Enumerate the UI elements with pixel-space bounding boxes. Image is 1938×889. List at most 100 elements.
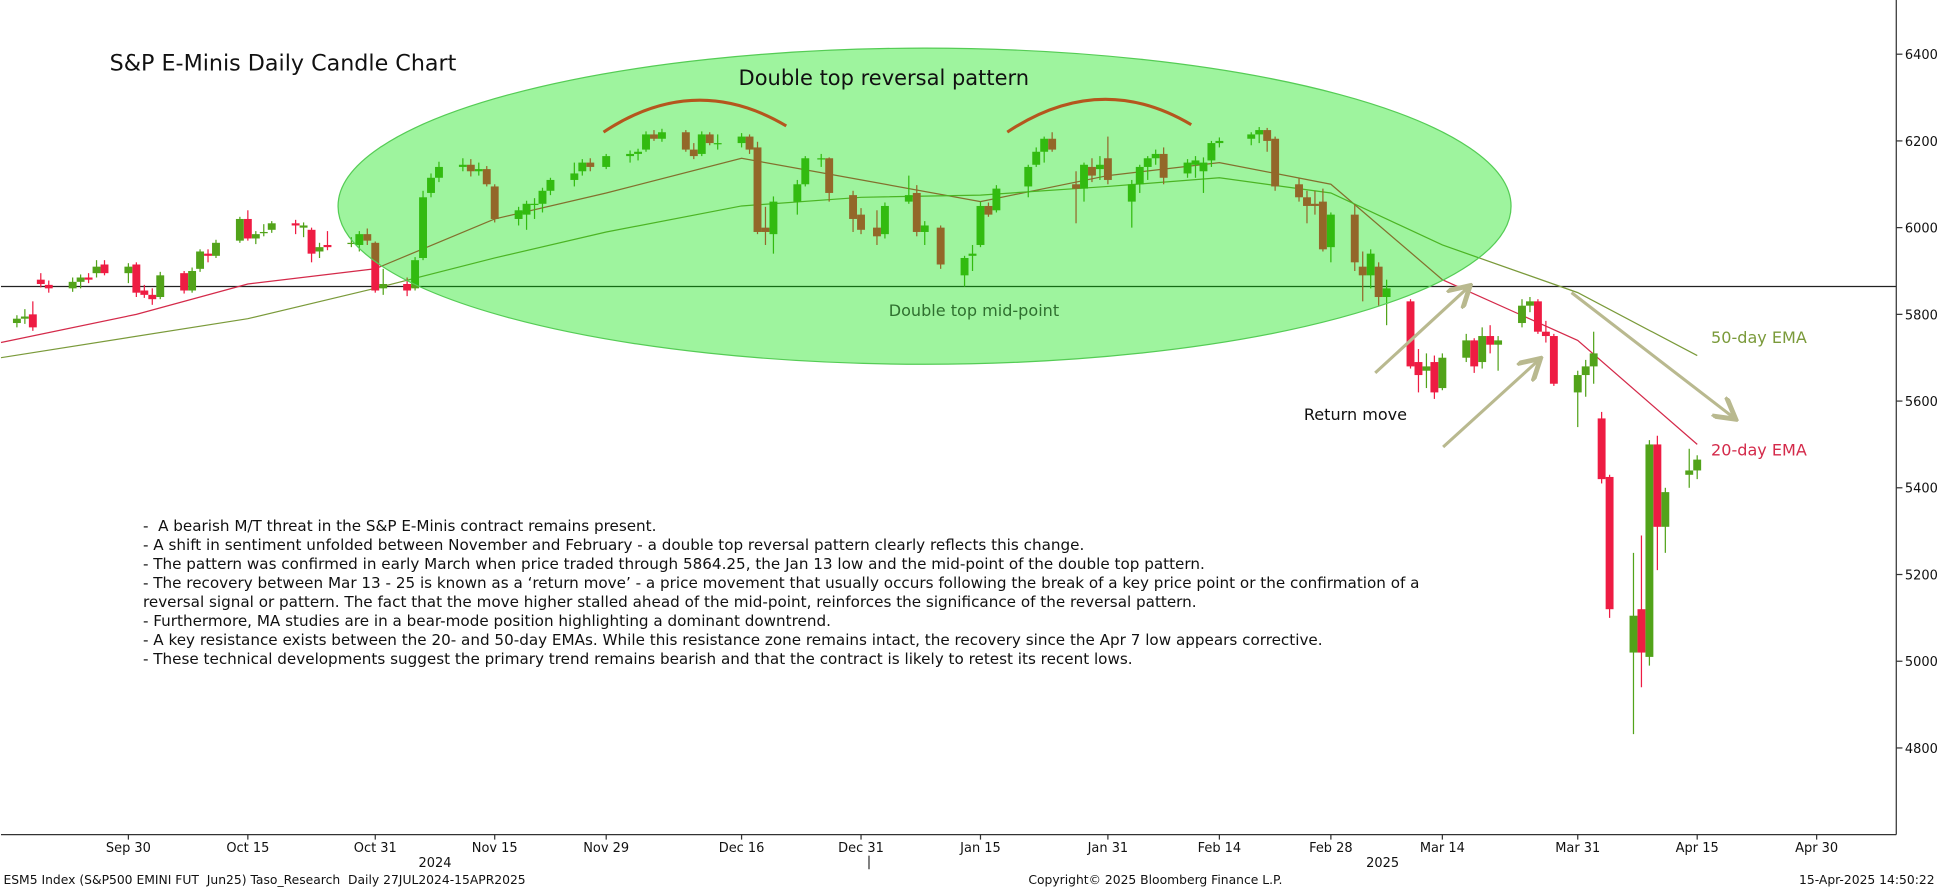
candle-body	[196, 251, 205, 269]
candle	[1183, 159, 1192, 178]
footer-right: 15-Apr-2025 14:50:22	[1799, 873, 1935, 887]
candle	[1685, 448, 1694, 488]
candle-body	[681, 132, 690, 150]
candle	[1151, 149, 1160, 165]
candle	[976, 201, 985, 248]
candle	[1048, 132, 1057, 152]
candle	[578, 159, 587, 176]
candle	[1526, 297, 1534, 313]
note-line: reversal signal or pattern. The fact tha…	[143, 593, 1197, 611]
candle-body	[992, 188, 1001, 211]
candle	[904, 175, 913, 204]
footer-center: Copyright© 2025 Bloomberg Finance L.P.	[1028, 873, 1282, 887]
candle	[1573, 370, 1582, 428]
candle-body	[1207, 143, 1216, 161]
x-tick-label: Apr 15	[1676, 841, 1719, 856]
candle-body	[132, 264, 141, 293]
candle	[1414, 349, 1423, 393]
candle-body	[403, 284, 412, 291]
candle-body	[1088, 166, 1096, 176]
candle	[880, 202, 889, 239]
candle-body	[586, 162, 595, 167]
candle	[482, 166, 491, 187]
candle	[650, 130, 658, 141]
candle	[267, 221, 276, 233]
arrow	[1442, 361, 1538, 449]
note-line: - A key resistance exists between the 20…	[143, 631, 1323, 649]
candle	[140, 284, 149, 298]
candle	[1478, 327, 1487, 369]
candle-body	[148, 294, 157, 300]
candle	[681, 130, 690, 152]
candle-body	[212, 242, 220, 256]
midpoint-label: Double top mid-point	[889, 301, 1059, 320]
candle	[1374, 262, 1383, 306]
candle	[1310, 190, 1319, 215]
x-tick-label: Feb 14	[1198, 841, 1242, 856]
candle	[1295, 177, 1303, 202]
candle-body	[1470, 340, 1479, 367]
candle-body	[984, 205, 993, 215]
candle	[363, 228, 372, 245]
candle-body	[1303, 197, 1311, 206]
candle	[307, 227, 316, 263]
pattern-label: Double top reversal pattern	[739, 66, 1030, 90]
candle-body	[705, 134, 714, 144]
candle	[737, 133, 746, 148]
candle	[1653, 435, 1662, 571]
candle	[148, 288, 157, 305]
candle-body	[490, 186, 499, 219]
candle	[1430, 355, 1439, 399]
candle-body	[1127, 184, 1136, 202]
candle-body	[1629, 615, 1638, 653]
candle	[697, 131, 706, 157]
candle-body	[1685, 470, 1694, 475]
candle	[1135, 164, 1144, 193]
candle	[602, 153, 611, 170]
candle-body	[299, 225, 308, 228]
candle-body	[801, 158, 810, 185]
candle	[490, 184, 499, 223]
candle-body	[1605, 476, 1614, 610]
candle	[857, 208, 865, 235]
candle	[1597, 411, 1606, 484]
candle-body	[1526, 301, 1534, 306]
candle-body	[1494, 340, 1503, 345]
y-tick-label: 6400	[1905, 48, 1938, 63]
candle	[1358, 251, 1367, 302]
candle-body	[912, 192, 921, 232]
candle-body	[1318, 201, 1327, 250]
candle-body	[1374, 266, 1383, 298]
candle-body	[849, 195, 858, 219]
candle	[936, 225, 945, 269]
candle	[1199, 157, 1208, 193]
candle	[299, 222, 308, 238]
candle	[538, 187, 547, 213]
candle	[992, 185, 1001, 213]
candle	[251, 231, 260, 245]
candle-body	[1247, 134, 1256, 139]
candle-body	[769, 201, 778, 235]
candle-body	[482, 169, 491, 185]
candle-body	[753, 147, 762, 232]
candle	[642, 131, 650, 152]
candle	[1518, 299, 1526, 328]
candle	[912, 185, 921, 237]
candle-body	[1255, 130, 1264, 135]
x-tick-label: Oct 31	[354, 841, 397, 856]
candle	[124, 263, 133, 284]
candle	[28, 301, 37, 331]
candle-body	[1645, 444, 1654, 657]
candle-body	[12, 318, 21, 324]
top-arc	[1006, 97, 1193, 134]
candle	[1072, 171, 1080, 224]
candle	[371, 241, 380, 293]
candle-body	[642, 134, 650, 150]
candle	[546, 177, 555, 196]
candle-body	[1430, 362, 1439, 393]
candle	[1247, 132, 1256, 146]
candle-body	[1310, 203, 1319, 206]
candle	[1661, 487, 1670, 553]
top-arc	[602, 98, 788, 134]
